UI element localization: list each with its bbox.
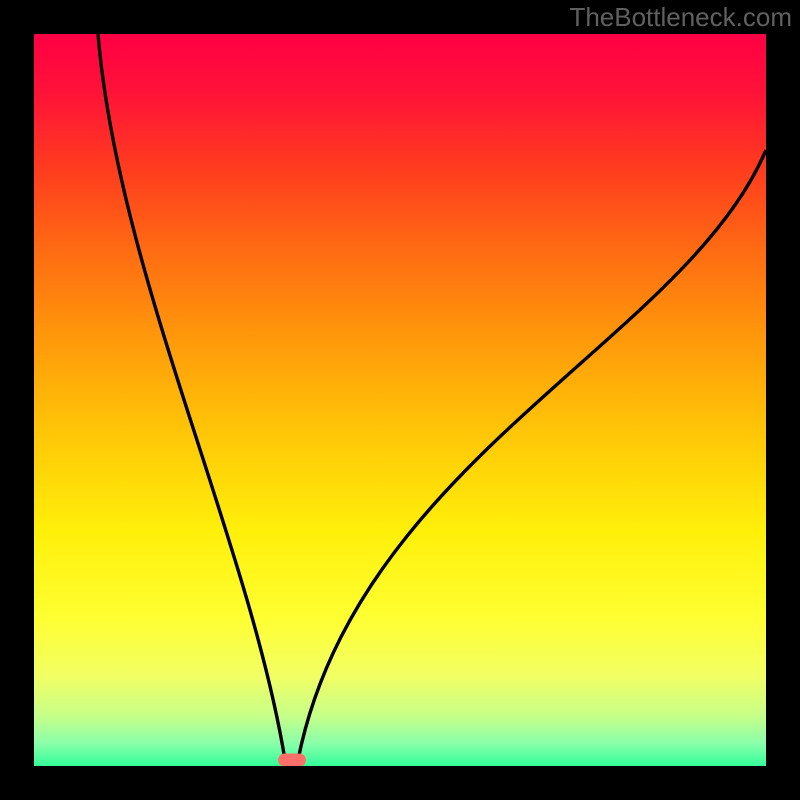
- watermark-text: TheBottleneck.com: [569, 2, 792, 33]
- plot-area: [34, 34, 766, 766]
- bottleneck-chart: [0, 0, 800, 800]
- figure-root: TheBottleneck.com: [0, 0, 800, 800]
- optimum-marker: [278, 754, 306, 767]
